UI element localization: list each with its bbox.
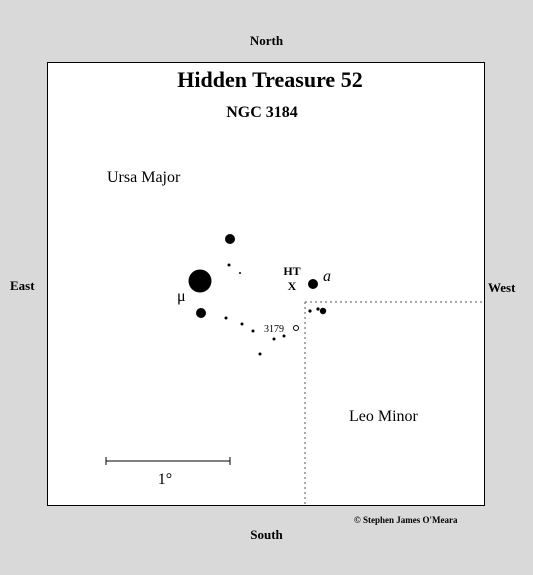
star bbox=[308, 309, 312, 313]
stars bbox=[188, 234, 327, 356]
chart-title: Hidden Treasure 52 bbox=[177, 67, 362, 92]
star bbox=[196, 308, 206, 318]
a-label: a bbox=[323, 268, 331, 285]
chart-subtitle: NGC 3184 bbox=[226, 104, 298, 121]
galaxy-ngc-3179 bbox=[293, 325, 299, 331]
star-a bbox=[308, 279, 318, 289]
north-label: North bbox=[249, 33, 284, 48]
star-chart-frame bbox=[47, 62, 485, 506]
target-x-label: X bbox=[288, 279, 297, 293]
star bbox=[258, 352, 262, 356]
west-label: West bbox=[488, 280, 516, 295]
mu-label: μ bbox=[177, 288, 186, 305]
star bbox=[272, 337, 276, 341]
east-label: East bbox=[10, 278, 35, 293]
ngc-3179-label: 3179 bbox=[264, 324, 284, 335]
star bbox=[319, 307, 327, 315]
star bbox=[251, 329, 255, 333]
star bbox=[225, 234, 235, 244]
scale-bar bbox=[105, 457, 231, 465]
star bbox=[239, 272, 241, 274]
star bbox=[227, 263, 231, 267]
star bbox=[316, 307, 320, 311]
star bbox=[224, 316, 228, 320]
ht-label: HT bbox=[283, 264, 300, 278]
copyright: © Stephen James O'Meara bbox=[354, 515, 458, 525]
scale-label: 1° bbox=[158, 471, 172, 488]
star-mu bbox=[188, 269, 212, 293]
region-ursa-major: Ursa Major bbox=[107, 169, 181, 186]
region-leo-minor: Leo Minor bbox=[349, 408, 419, 425]
star bbox=[282, 334, 286, 338]
star bbox=[240, 322, 244, 326]
constellation-boundary bbox=[304, 301, 485, 506]
south-label: South bbox=[250, 527, 283, 542]
